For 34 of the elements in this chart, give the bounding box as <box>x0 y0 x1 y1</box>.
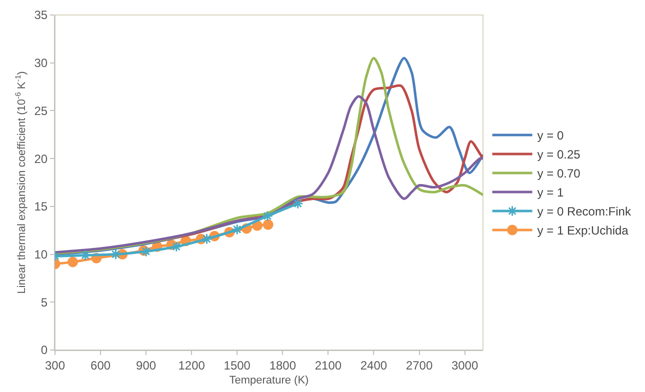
legend-label: y = 1 <box>537 186 564 200</box>
y-tick-label: 25 <box>34 104 48 118</box>
x-tick-label: 900 <box>136 358 156 372</box>
point <box>292 198 304 210</box>
x-tick-label: 1500 <box>224 358 251 372</box>
point <box>262 210 274 222</box>
legend-label: y = 0 <box>537 128 564 143</box>
y-tick-label: 20 <box>34 152 48 166</box>
y-tick-label: 5 <box>40 295 48 310</box>
x-tick-label: 300 <box>44 358 66 372</box>
legend-label: y = 0.70 <box>537 166 581 181</box>
point <box>68 256 78 268</box>
y-tick-label: 35 <box>34 8 48 22</box>
x-tick-label: 600 <box>90 358 111 372</box>
y-tick-label: 0 <box>40 343 48 358</box>
x-tick-label: 2400 <box>360 358 388 372</box>
point <box>201 233 212 245</box>
legend-label: y = 0.25 <box>537 148 581 162</box>
point <box>170 241 182 252</box>
legend-label: y = 1 Exp:Uchida <box>537 224 629 238</box>
point <box>140 246 152 257</box>
x-tick-label: 2100 <box>314 358 342 372</box>
x-tick-label: 3000 <box>451 358 478 372</box>
y-tick-label: 30 <box>34 56 48 70</box>
point <box>262 219 274 230</box>
point <box>110 248 122 260</box>
legend-label: y = 0 Recom:Fink <box>537 204 632 219</box>
x-tick-label: 1800 <box>269 358 296 372</box>
x-tick-label: 1200 <box>178 358 206 372</box>
point <box>232 224 243 235</box>
x-axis-title: Temperature (K) <box>229 374 309 387</box>
y-tick-label: 10 <box>34 247 48 262</box>
x-tick-label: 2700 <box>406 358 433 372</box>
y-tick-label: 15 <box>34 200 48 214</box>
